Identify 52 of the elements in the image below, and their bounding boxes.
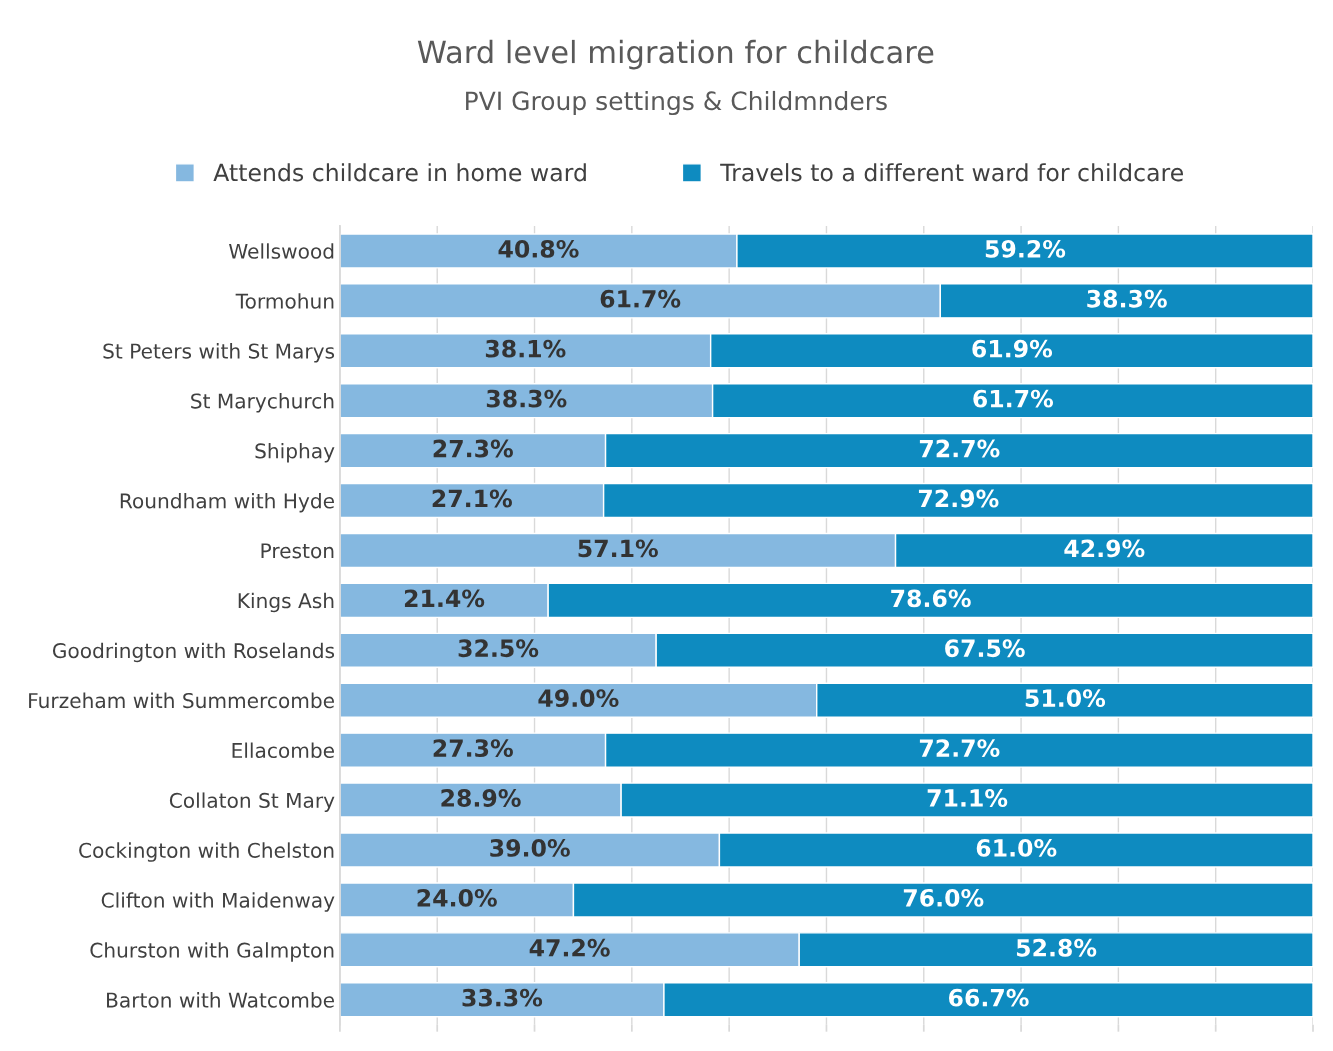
data-label: 59.2%: [985, 239, 1066, 258]
y-tick-label: Clifton with Maidenway: [101, 892, 335, 912]
y-tick-label: Ellacombe: [232, 742, 334, 759]
data-label: 72.7%: [919, 739, 1000, 757]
y-tick-label: Shiphay: [255, 442, 335, 463]
y-tick-label: Cockington with Chelston: [79, 842, 334, 862]
data-label: 61.7%: [973, 389, 1054, 408]
data-label: 72.7%: [919, 439, 1000, 458]
chart-subtitle: PVI Group settings & Childmnders: [466, 90, 887, 116]
y-tick-label: Goodrington with Roselands: [52, 642, 335, 663]
data-label: 32.5%: [458, 639, 539, 658]
data-label: 40.8%: [498, 239, 579, 258]
data-label: 33.3%: [462, 988, 543, 1007]
y-tick-label: Roundham with Hyde: [120, 492, 334, 513]
y-tick-label: Barton with Watcombe: [107, 992, 334, 1008]
chart-title: Ward level migration for childcare: [417, 39, 934, 70]
data-label: 21.4%: [404, 589, 485, 608]
data-label: 38.3%: [486, 389, 567, 408]
data-label: 28.9%: [441, 789, 521, 807]
data-label: 61.7%: [600, 289, 681, 308]
data-label: 49.0%: [538, 689, 619, 708]
data-label: 66.7%: [948, 988, 1029, 1007]
data-label: 61.0%: [976, 838, 1057, 857]
data-label: 42.9%: [1064, 539, 1145, 558]
y-tick-label: St Marychurch: [191, 393, 334, 413]
data-label: 78.6%: [891, 589, 971, 608]
data-label: 27.1%: [432, 489, 512, 508]
data-label: 27.3%: [433, 439, 513, 458]
y-tick-label: Tormohun: [235, 293, 334, 309]
legend-label: Attends childcare in home ward: [213, 163, 586, 182]
data-label: 39.0%: [490, 838, 570, 857]
y-tick-label: Furzeham with Summercombe: [29, 692, 334, 709]
data-label: 47.2%: [529, 938, 610, 957]
legend-label: Travels to a different ward for childcare: [720, 163, 1183, 182]
y-tick-label: Collaton St Mary: [169, 792, 335, 812]
data-label: 38.3%: [1087, 289, 1167, 308]
y-tick-label: Kings Ash: [238, 592, 334, 613]
y-tick-label: Wellswood: [229, 243, 334, 259]
data-label: 67.5%: [945, 639, 1025, 658]
data-label: 57.1%: [578, 539, 658, 558]
y-tick-label: Churston with Galmpton: [90, 942, 334, 962]
data-label: 38.1%: [485, 339, 566, 358]
data-label: 52.8%: [1016, 938, 1097, 957]
y-tick-label: St Peters with St Marys: [103, 343, 335, 363]
data-label: 76.0%: [903, 888, 984, 907]
data-label: 72.9%: [918, 489, 999, 508]
data-label: 61.9%: [972, 339, 1053, 358]
data-label: 27.3%: [433, 739, 513, 757]
data-label: 24.0%: [417, 888, 497, 907]
y-tick-label: Preston: [261, 543, 334, 559]
data-label: 51.0%: [1025, 689, 1106, 708]
data-label: 71.1%: [927, 789, 1008, 807]
